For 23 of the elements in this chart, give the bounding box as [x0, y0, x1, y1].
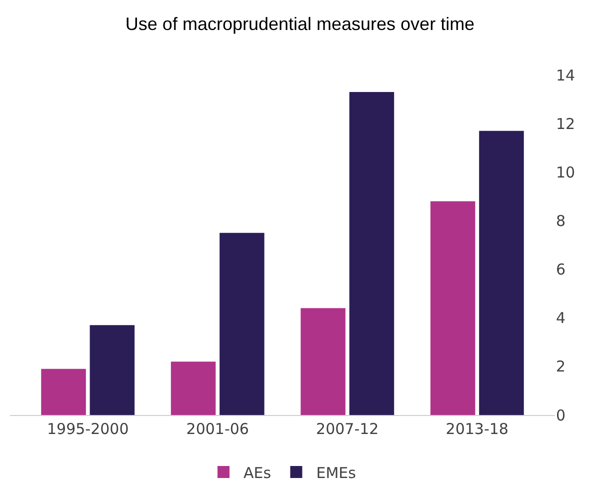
bar — [349, 92, 394, 415]
bar — [170, 362, 216, 415]
bar — [220, 232, 264, 415]
legend-label: AEs — [244, 464, 272, 482]
x-tick-label: 1995-2000 — [46, 420, 129, 438]
y-tick-label: 4 — [556, 309, 566, 328]
bar — [41, 368, 86, 415]
bar — [300, 308, 346, 415]
legend-label: EMEs — [316, 464, 356, 482]
y-tick-label: 6 — [556, 260, 566, 279]
y-tick-label: 2 — [556, 358, 566, 376]
y-tick-label: 8 — [556, 212, 566, 230]
y-tick-label: 14 — [556, 66, 576, 84]
x-tick-label: 2001-06 — [186, 420, 249, 438]
bar — [430, 201, 476, 415]
x-tick-label: 2013-18 — [446, 420, 508, 438]
bar — [479, 130, 524, 415]
bar — [90, 325, 135, 415]
y-tick-label: 0 — [556, 406, 566, 424]
y-tick-label: 12 — [556, 114, 576, 133]
chart-title: Use of macroprudential measures over time — [125, 14, 475, 34]
y-tick-label: 10 — [556, 163, 576, 182]
x-tick-label: 2007-12 — [316, 420, 379, 438]
